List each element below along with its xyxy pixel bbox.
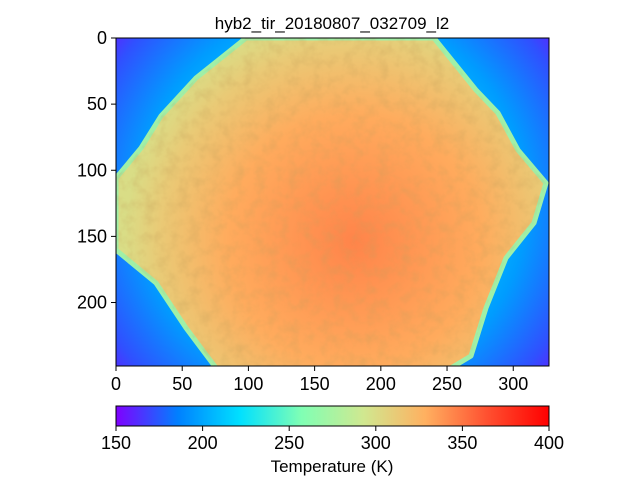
x-tick-label: 200 [366, 374, 396, 394]
y-axis: 0 50 100 150 200 [77, 28, 116, 313]
colorbar-tick-label: 400 [534, 433, 564, 453]
colorbar-ticks: 150 200 250 300 350 400 [101, 426, 564, 453]
x-tick-label: 0 [111, 374, 121, 394]
colorbar-scale [115, 405, 550, 427]
y-tick-label: 150 [77, 226, 107, 246]
x-axis: 0 50 100 150 200 250 300 [111, 366, 528, 394]
y-tick-label: 0 [97, 28, 107, 48]
chart-title: hyb2_tir_20180807_032709_l2 [215, 14, 449, 33]
colorbar-tick-label: 200 [188, 433, 218, 453]
x-tick-label: 50 [172, 374, 192, 394]
x-tick-label: 250 [432, 374, 462, 394]
x-tick-label: 300 [498, 374, 528, 394]
colorbar-tick-label: 350 [447, 433, 477, 453]
colorbar-tick-label: 300 [361, 433, 391, 453]
y-tick-label: 50 [87, 94, 107, 114]
surface-texture [116, 38, 546, 366]
colorbar-tick-label: 250 [274, 433, 304, 453]
plot-frame [115, 37, 550, 367]
x-tick-label: 100 [233, 374, 263, 394]
x-tick-label: 150 [300, 374, 330, 394]
y-tick-label: 200 [77, 293, 107, 313]
colorbar: 150 200 250 300 350 400 Temperature (K) [101, 405, 564, 476]
plot-area [116, 38, 549, 366]
colorbar-tick-label: 150 [101, 433, 131, 453]
y-tick-label: 100 [77, 160, 107, 180]
colorbar-label: Temperature (K) [271, 457, 394, 476]
